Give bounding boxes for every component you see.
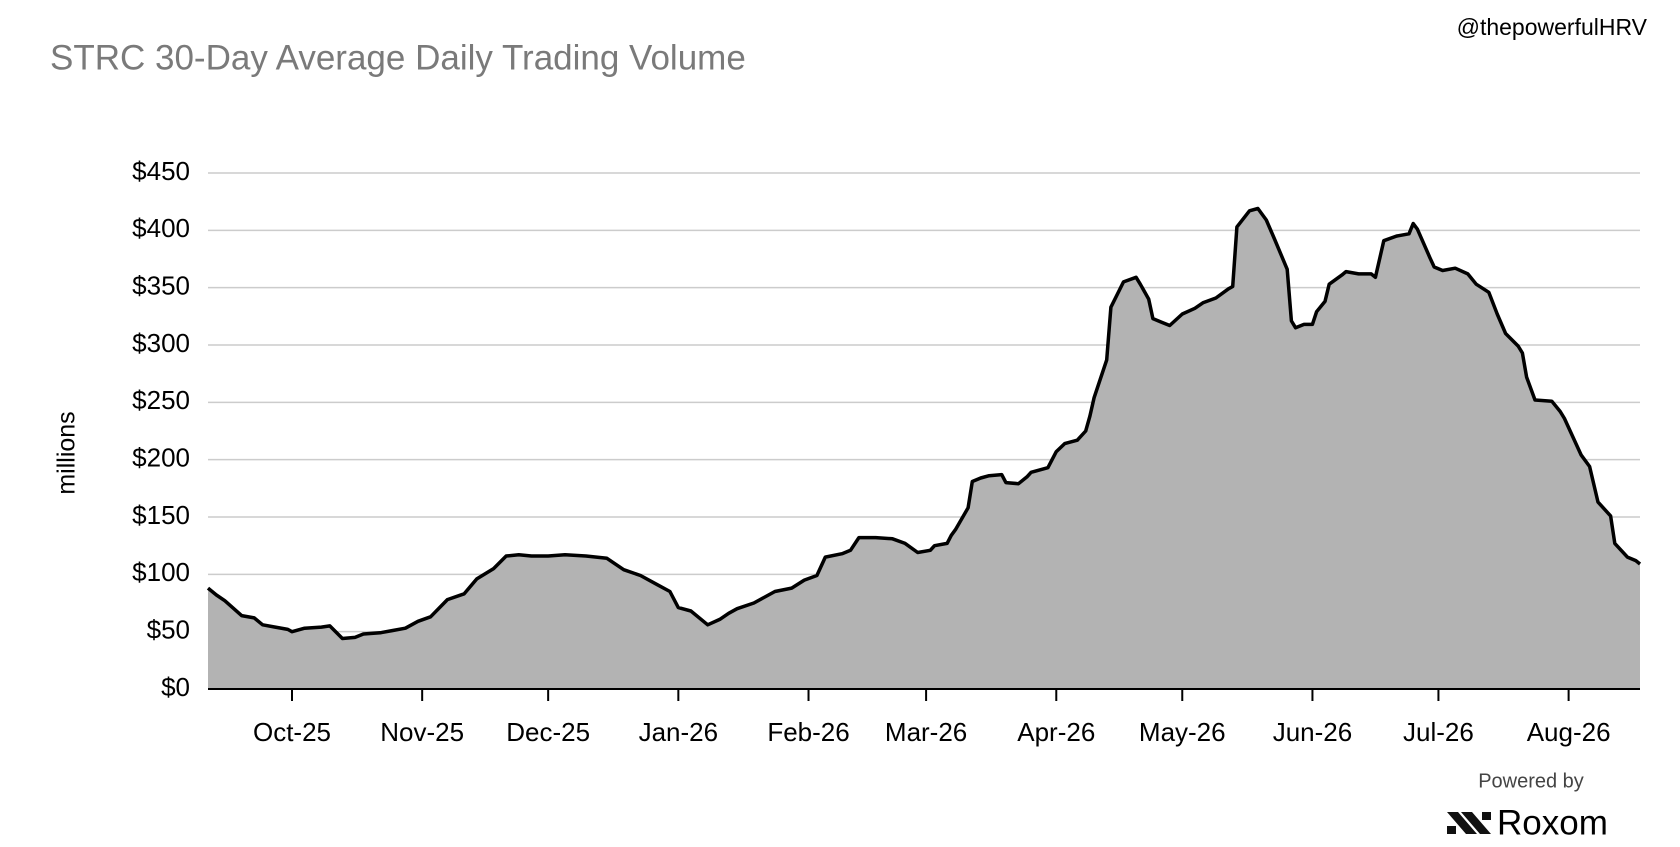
x-tick-label: Apr-26 (1017, 717, 1095, 747)
y-tick-label: $100 (132, 557, 190, 587)
powered-by: Powered by (1478, 770, 1584, 792)
y-axis-label: millions (53, 411, 81, 494)
line (206, 206, 1642, 641)
y-tick-label: $200 (132, 443, 190, 473)
y-tick-label: $450 (132, 156, 190, 186)
brand-logo (1447, 812, 1491, 834)
area (208, 208, 1640, 689)
y-tick-label: $50 (147, 615, 190, 645)
brand-name: Roxom (1497, 803, 1608, 842)
x-tick-label: Dec-25 (506, 717, 590, 747)
x-tick-label: Feb-26 (767, 717, 849, 747)
logo-icon (1482, 812, 1491, 820)
x-tick-label: Nov-25 (380, 717, 464, 747)
x-tick-label: Jul-26 (1403, 717, 1474, 747)
x-tick-label: Oct-25 (253, 717, 331, 747)
chart-title: STRC 30-Day Average Daily Trading Volume (50, 38, 746, 77)
watermark: @thepowerfulHRV (1457, 14, 1648, 40)
y-tick-label: $300 (132, 328, 190, 358)
x-tick-label: Jan-26 (639, 717, 719, 747)
y-tick-label: $250 (132, 385, 190, 415)
y-tick-label: $150 (132, 500, 190, 530)
y-tick-label: $350 (132, 271, 190, 301)
x-tick-label: Aug-26 (1527, 717, 1611, 747)
y-tick-label: $400 (132, 213, 190, 243)
x-tick-label: Mar-26 (885, 717, 967, 747)
x-tick-label: May-26 (1139, 717, 1226, 747)
x-tick-label: Jun-26 (1273, 717, 1353, 747)
logo-icon (1447, 826, 1456, 834)
y-tick-label: $0 (161, 672, 190, 702)
logo-icon (1447, 812, 1491, 834)
